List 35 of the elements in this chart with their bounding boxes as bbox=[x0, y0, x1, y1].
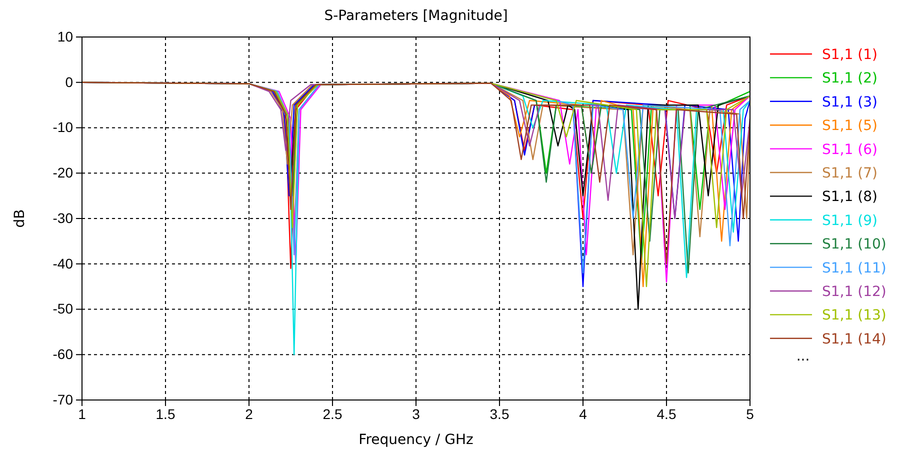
y-tick-label: -10 bbox=[52, 119, 74, 136]
legend-label: S1,1 (6) bbox=[822, 142, 878, 158]
y-tick-label: 0 bbox=[65, 74, 74, 90]
legend-label: S1,1 (14) bbox=[822, 331, 886, 348]
legend-label: S1,1 (2) bbox=[822, 70, 878, 87]
x-tick-label: 2 bbox=[245, 406, 254, 422]
legend-label: S1,1 (3) bbox=[822, 94, 878, 110]
text: ... bbox=[796, 348, 810, 364]
legend-label: S1,1 (1) bbox=[822, 47, 878, 63]
x-tick-label: 1.5 bbox=[156, 406, 176, 422]
legend-label: S1,1 (8) bbox=[822, 189, 878, 206]
legend-label: S1,1 (11) bbox=[822, 260, 886, 276]
legend-label: S1,1 (9) bbox=[822, 212, 878, 229]
x-tick-label: 2.5 bbox=[322, 406, 342, 422]
y-tick-label: -20 bbox=[52, 164, 74, 181]
y-tick-label: 10 bbox=[57, 28, 74, 44]
x-tick-label: 4.5 bbox=[656, 406, 676, 422]
x-axis-title: Frequency / GHz bbox=[358, 432, 474, 448]
y-tick-label: -30 bbox=[52, 210, 74, 226]
y-tick-label: -60 bbox=[52, 346, 74, 362]
legend-label: S1,1 (12) bbox=[822, 284, 886, 300]
legend-label: S1,1 (13) bbox=[822, 308, 886, 324]
y-tick-label: -40 bbox=[52, 255, 74, 272]
x-tick-label: 5 bbox=[746, 406, 754, 422]
x-tick-label: 1 bbox=[78, 406, 86, 422]
legend-label: S1,1 (10) bbox=[822, 236, 886, 253]
x-tick-label: 3 bbox=[412, 406, 420, 422]
chart-title: S-Parameters [Magnitude] bbox=[324, 8, 508, 24]
y-axis-title: dB bbox=[12, 209, 28, 228]
x-tick-label: 4 bbox=[579, 406, 588, 422]
y-tick-label: -70 bbox=[52, 391, 74, 408]
legend-label: S1,1 (5) bbox=[822, 118, 878, 134]
legend-label: S1,1 (7) bbox=[822, 166, 878, 182]
x-tick-label: 3.5 bbox=[490, 406, 510, 422]
y-tick-label: -50 bbox=[52, 300, 74, 317]
